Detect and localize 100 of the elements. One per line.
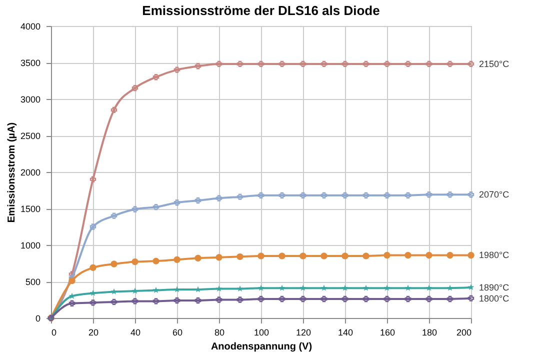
x-tick-label: 0 — [52, 328, 57, 338]
point — [468, 295, 474, 302]
point — [446, 296, 454, 302]
point — [258, 252, 264, 260]
point — [426, 284, 432, 291]
x-tick-label: 100 — [254, 328, 270, 338]
point — [236, 194, 244, 200]
point — [258, 60, 264, 68]
point — [110, 288, 118, 294]
point — [404, 60, 412, 68]
point — [90, 264, 96, 271]
x-tick-label: 60 — [172, 328, 183, 338]
point — [300, 252, 306, 260]
point — [152, 74, 160, 80]
point — [68, 277, 76, 284]
point — [174, 256, 180, 263]
x-tick-label: 140 — [338, 328, 354, 338]
point — [216, 195, 222, 202]
series-label: 1980°C — [479, 250, 510, 260]
x-tick-label: 120 — [296, 328, 312, 338]
point — [446, 252, 454, 259]
y-tick-label: 3000 — [20, 94, 40, 104]
y-tick-label: 0 — [35, 314, 40, 324]
y-tick-label: 1000 — [20, 240, 40, 250]
point — [468, 192, 474, 198]
point — [320, 252, 328, 260]
x-tick-label: 80 — [214, 328, 225, 338]
point — [446, 284, 454, 291]
x-tick-label: 200 — [456, 328, 472, 338]
point — [174, 66, 180, 73]
point — [216, 60, 222, 68]
point — [110, 260, 118, 268]
point — [342, 296, 348, 302]
point — [404, 296, 412, 302]
point — [320, 284, 328, 291]
point — [152, 286, 160, 293]
point — [68, 300, 76, 306]
point — [384, 296, 390, 302]
x-tick-label: 160 — [380, 328, 396, 338]
point — [426, 296, 432, 302]
point — [110, 106, 118, 114]
point — [404, 284, 412, 291]
point — [132, 84, 138, 92]
point — [362, 252, 370, 260]
point — [90, 176, 96, 182]
point — [194, 297, 202, 304]
point — [362, 60, 370, 68]
point — [216, 254, 222, 261]
point — [90, 300, 96, 306]
point — [342, 284, 348, 291]
point — [236, 253, 244, 260]
y-tick-label: 4000 — [20, 22, 40, 32]
point — [90, 224, 96, 230]
x-tick-label: 20 — [88, 328, 99, 338]
point — [216, 296, 222, 303]
point — [300, 192, 306, 198]
point — [300, 60, 306, 68]
y-tick-label: 2500 — [20, 131, 40, 141]
point — [174, 200, 180, 206]
point — [384, 252, 390, 259]
point — [362, 192, 370, 198]
point — [446, 60, 454, 68]
point — [342, 60, 348, 68]
x-tick-label: 40 — [130, 328, 141, 338]
point — [468, 284, 474, 290]
point — [236, 296, 244, 303]
point — [404, 252, 412, 259]
point — [384, 192, 390, 198]
point — [300, 296, 306, 302]
point — [278, 284, 286, 291]
point — [362, 296, 370, 302]
point — [258, 296, 264, 302]
point — [300, 284, 306, 291]
point — [132, 288, 138, 294]
point — [236, 60, 244, 68]
x-tick-label: 180 — [422, 328, 438, 338]
point — [426, 192, 432, 198]
point — [194, 63, 202, 70]
y-tick-label: 2000 — [20, 168, 40, 178]
point — [468, 252, 474, 259]
point — [110, 298, 118, 306]
point — [110, 212, 118, 219]
point — [320, 192, 328, 198]
point — [152, 204, 160, 210]
point — [278, 296, 286, 302]
y-axis-title: Emissionsstrom (µA) — [6, 122, 18, 223]
point — [468, 60, 474, 68]
point — [342, 192, 348, 198]
point — [342, 252, 348, 260]
point — [216, 285, 222, 292]
point — [132, 258, 138, 266]
series-label: 2070°C — [479, 190, 510, 200]
point — [236, 285, 244, 292]
point — [132, 298, 138, 304]
chart-title: Emissionsströme der DLS16 als Diode — [142, 3, 380, 18]
point — [152, 258, 160, 264]
point — [384, 284, 390, 291]
point — [258, 284, 264, 291]
point — [320, 60, 328, 68]
point — [174, 297, 180, 304]
